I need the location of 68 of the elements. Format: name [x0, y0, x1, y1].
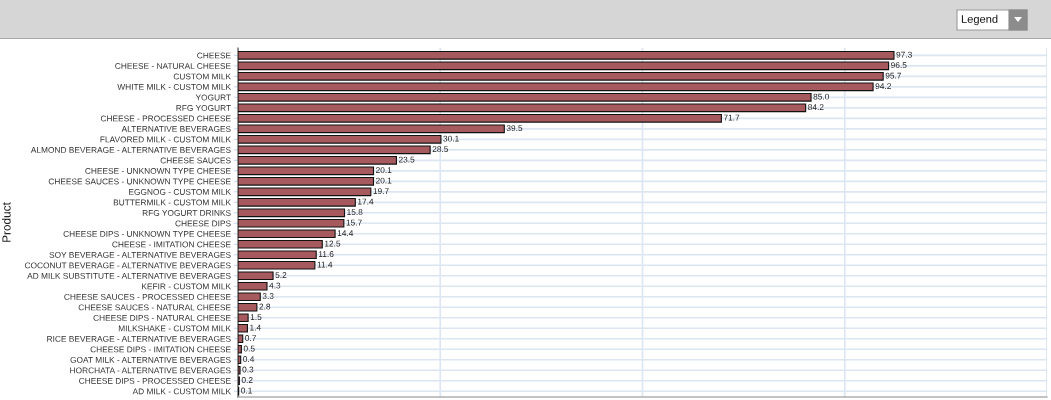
data-label: 3.3 — [262, 293, 274, 299]
y-tick-label: CHEESE - PROCESSED CHEESE — [100, 115, 231, 122]
data-label: 39.5 — [506, 125, 523, 132]
data-label: 1.4 — [250, 324, 261, 331]
data-label: 30.1 — [443, 135, 459, 142]
data-label: 95.7 — [885, 72, 902, 79]
data-label: 2.8 — [259, 303, 271, 310]
y-tick-label: CUSTOM MILK — [173, 73, 231, 80]
data-label: 0.3 — [242, 366, 254, 373]
data-label: 11.6 — [318, 251, 334, 258]
data-label: 15.7 — [346, 219, 362, 226]
y-tick-label: MILKSHAKE - CUSTOM MILK — [118, 325, 231, 332]
y-tick-label: CHEESE - NATURAL CHEESE — [115, 63, 231, 69]
data-label: 5.2 — [275, 272, 287, 279]
data-label: 17.4 — [358, 198, 374, 205]
data-label: 4.3 — [269, 282, 281, 289]
y-tick-label: CHEESE DIPS — [175, 220, 231, 227]
y-tick-label: GOAT MILK - ALTERNATIVE BEVERAGES — [70, 356, 231, 363]
data-label: 11.4 — [317, 261, 333, 268]
data-label: 84.2 — [808, 104, 824, 111]
y-tick-label: HORCHATA - ALTERNATIVE BEVERAGES — [70, 367, 231, 374]
y-tick-label: AD MILK - CUSTOM MILK — [132, 388, 231, 395]
y-tick-label: EGGNOG - CUSTOM MILK — [129, 189, 231, 195]
y-axis-title: Product — [2, 202, 11, 242]
y-tick-label: AD MILK SUBSTITUTE - ALTERNATIVE BEVERAGES — [27, 272, 231, 279]
y-tick-label: CHEESE DIPS - NATURAL CHEESE — [93, 314, 231, 321]
data-label: 0.1 — [241, 387, 252, 394]
text: Legend — [961, 14, 998, 26]
y-tick-label: SOY BEVERAGE - ALTERNATIVE BEVERAGES — [49, 251, 231, 258]
data-label: 0.2 — [241, 377, 253, 383]
y-tick-label: CHEESE DIPS - PROCESSED CHEESE — [79, 377, 231, 384]
y-tick-label: CHEESE SAUCES - UNKNOWN TYPE CHEESE — [48, 178, 231, 185]
y-tick-label: CHEESE — [197, 52, 231, 59]
y-tick-label: RICE BEVERAGE - ALTERNATIVE BEVERAGES — [47, 335, 231, 342]
y-tick-label: FLAVORED MILK - CUSTOM MILK — [100, 136, 231, 143]
y-tick-label: BUTTERMILK - CUSTOM MILK — [113, 199, 231, 206]
y-tick-label: ALMOND BEVERAGE - ALTERNATIVE BEVERAGES — [30, 147, 231, 153]
data-label: 28.5 — [432, 146, 449, 153]
y-tick-label: KEFIR - CUSTOM MILK — [142, 283, 231, 290]
data-label: 0.5 — [243, 345, 255, 352]
data-label: 85.0 — [813, 93, 830, 100]
y-tick-label: YOGURT — [195, 94, 231, 101]
data-label: 15.8 — [347, 209, 363, 216]
data-label: 1.5 — [250, 314, 262, 320]
y-tick-label: ALTERNATIVE BEVERAGES — [121, 126, 231, 132]
y-tick-label: CHEESE SAUCES - PROCESSED CHEESE — [64, 293, 231, 300]
data-label: 20.1 — [376, 177, 392, 184]
y-tick-label: CHEESE DIPS - IMITATION CHEESE — [90, 346, 231, 353]
data-label: 96.5 — [891, 62, 907, 69]
data-label: 0.7 — [245, 335, 256, 341]
data-label: 23.5 — [398, 156, 415, 163]
data-label: 71.7 — [723, 114, 740, 121]
data-label: 97.3 — [896, 51, 912, 58]
y-tick-label: CHEESE - UNKNOWN TYPE CHEESE — [85, 168, 231, 174]
y-tick-label: RFG YOGURT DRINKS — [142, 209, 231, 216]
data-label: 19.7 — [373, 188, 389, 195]
y-tick-label: CHEESE SAUCES — [160, 157, 231, 164]
data-label: 20.1 — [376, 167, 392, 174]
data-label: 14.4 — [337, 230, 354, 236]
y-tick-label: COCONUT BEVERAGE - ALTERNATIVE BEVERAGES — [24, 262, 231, 269]
y-tick-label: CHEESE DIPS - UNKNOWN TYPE CHEESE — [63, 230, 231, 237]
y-tick-label: WHITE MILK - CUSTOM MILK — [117, 84, 231, 90]
y-tick-label: CHEESE - IMITATION CHEESE — [112, 241, 231, 248]
data-label: 94.2 — [875, 83, 891, 90]
y-tick-label: CHEESE SAUCES - NATURAL CHEESE — [78, 304, 231, 311]
data-label: 12.5 — [324, 240, 341, 247]
y-tick-label: RFG YOGURT — [176, 105, 231, 111]
data-label: 0.4 — [243, 356, 255, 362]
